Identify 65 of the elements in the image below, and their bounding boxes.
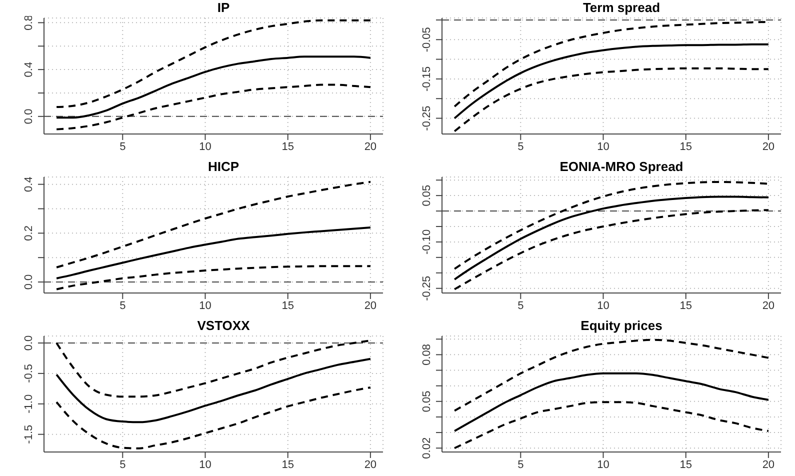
chart-title: HICP xyxy=(206,159,240,175)
x-tick-label: 5 xyxy=(518,458,524,471)
y-tick-label: -0.5 xyxy=(23,364,35,383)
line-series xyxy=(454,338,770,412)
y-tick-label: 0.4 xyxy=(23,176,35,192)
y-tick-label: 0.2 xyxy=(23,226,35,241)
y-tick-label: 0.4 xyxy=(23,62,35,78)
x-tick-label: 10 xyxy=(597,140,610,153)
line-series xyxy=(454,43,770,120)
line-series xyxy=(56,56,372,119)
x-tick-label: 15 xyxy=(680,458,692,471)
y-tick-label: -1.5 xyxy=(23,424,35,444)
line-series xyxy=(454,209,770,290)
chart-title: Term spread xyxy=(582,0,662,16)
line-series xyxy=(56,340,372,398)
x-tick-label: 15 xyxy=(680,140,692,153)
line-series xyxy=(454,196,770,280)
x-tick-label: 10 xyxy=(199,300,212,312)
y-tick-label: 0.0 xyxy=(23,108,35,124)
y-tick-label: -0.25 xyxy=(421,106,433,131)
line-series xyxy=(56,84,372,130)
line-series xyxy=(454,401,770,450)
line-series xyxy=(56,386,372,450)
x-tick-label: 15 xyxy=(282,300,294,312)
line-series xyxy=(56,19,372,108)
x-tick-label: 15 xyxy=(282,458,294,471)
x-tick-label: 20 xyxy=(762,140,775,153)
y-tick-label: -0.25 xyxy=(421,276,433,301)
x-tick-label: 10 xyxy=(597,458,610,471)
chart-title: EONIA-MRO Spread xyxy=(558,159,684,175)
x-tick-label: 20 xyxy=(762,458,775,471)
line-series xyxy=(56,226,372,280)
x-tick-label: 20 xyxy=(364,458,377,471)
line-series xyxy=(454,67,770,132)
y-tick-label: -0.05 xyxy=(421,27,433,52)
y-tick-label: 0.0 xyxy=(23,274,35,290)
x-tick-label: 15 xyxy=(282,140,294,153)
line-series xyxy=(56,358,372,424)
x-tick-label: 20 xyxy=(364,140,377,153)
line-series xyxy=(56,180,372,268)
x-tick-label: 5 xyxy=(120,300,126,312)
y-tick-label: -0.15 xyxy=(421,66,433,92)
chart-title: IP xyxy=(216,0,231,16)
y-tick-label: 0.05 xyxy=(421,184,433,206)
line-series xyxy=(454,372,770,432)
chart-title: Equity prices xyxy=(580,318,664,334)
x-tick-label: 10 xyxy=(597,300,610,312)
y-tick-label: 0.08 xyxy=(421,344,433,366)
x-tick-label: 5 xyxy=(518,300,524,312)
y-tick-label: 0.05 xyxy=(421,390,433,412)
x-tick-label: 15 xyxy=(680,300,692,312)
x-tick-label: 10 xyxy=(199,140,212,153)
y-tick-label: -0.10 xyxy=(421,229,433,254)
y-tick-label: 0.0 xyxy=(23,335,35,351)
line-series xyxy=(56,265,372,290)
y-tick-label: -1.0 xyxy=(23,394,35,414)
chart-title: VSTOXX xyxy=(196,318,251,334)
x-tick-label: 5 xyxy=(518,140,524,153)
x-tick-label: 5 xyxy=(120,140,126,153)
x-tick-label: 5 xyxy=(120,458,126,471)
line-series xyxy=(454,180,770,270)
y-tick-label: 0.02 xyxy=(421,437,433,459)
x-tick-label: 20 xyxy=(762,300,775,312)
x-tick-label: 10 xyxy=(199,458,212,471)
x-tick-label: 20 xyxy=(364,300,377,312)
